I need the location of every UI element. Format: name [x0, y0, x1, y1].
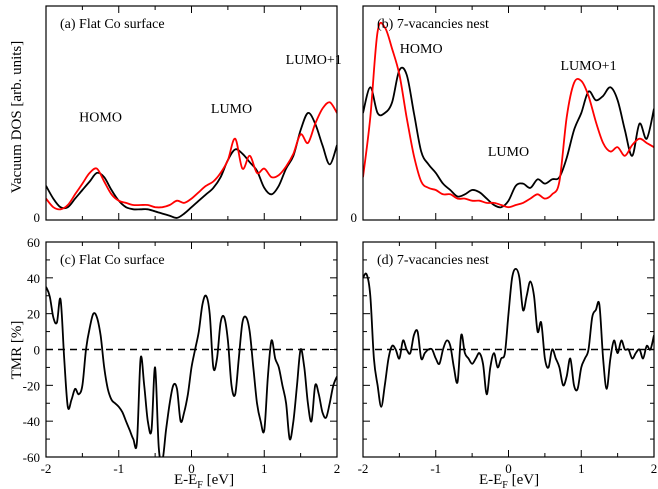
panel-c-flat-co-tmr: -2 -1 0 1 2 -60 -40 -20 0 20 40 60 (c) Flat Co surfa…: [23, 235, 341, 476]
x-axis-label-left: E-EF [eV]: [174, 472, 234, 489]
x-tick-label: 0: [505, 461, 512, 476]
series-line-a-2: [46, 101, 337, 211]
panel-title: (b) 7-vacancies nest: [377, 17, 489, 32]
x-tick-label: 2: [651, 461, 658, 476]
x-tick-label: 0: [188, 461, 195, 476]
x-tick-label: -1: [430, 461, 441, 476]
x-tick-label: -2: [41, 461, 52, 476]
y-tick-label: 60: [27, 235, 40, 250]
x-tick-label: 2: [334, 461, 341, 476]
y-tick-label: 20: [27, 307, 40, 322]
series-line-a-1: [46, 112, 337, 219]
series-line-b-1: [363, 66, 654, 209]
y-axis-label-tmr: TMR [%]: [9, 321, 25, 380]
orbital-annotation: LUMO+1: [560, 59, 616, 74]
x-tick-label: 1: [261, 461, 268, 476]
y-tick-label: -40: [23, 414, 40, 429]
orbital-annotation: HOMO: [400, 42, 443, 57]
panel-d-vacancies-tmr: -2 -1 0 1 2 (d) 7-vacancies nest: [358, 241, 658, 476]
orbital-annotation: HOMO: [79, 111, 122, 126]
panel-b-vacancies-dos: 0 (b) 7-vacancies nest HOMO LUMO LUMO+1: [351, 5, 655, 225]
series-line-c-1: [46, 286, 337, 457]
y-tick-label: -20: [23, 378, 40, 393]
y-tick-label: 40: [27, 271, 40, 286]
panel-a-flat-co-dos: 0 (a) Flat Co surface HOMO LUMO LUMO+1: [34, 5, 342, 225]
orbital-annotation: LUMO: [488, 145, 529, 160]
orbital-annotation: LUMO: [211, 102, 252, 117]
x-axis-label-right: E-EF [eV]: [479, 472, 539, 489]
panel-title: (a) Flat Co surface: [60, 17, 165, 32]
y-tick-label: -60: [23, 450, 40, 465]
y-tick-label: 0: [34, 343, 41, 358]
panel-title: (d) 7-vacancies nest: [377, 253, 489, 268]
series-line-b-2: [363, 21, 654, 209]
x-tick-label: -1: [113, 461, 124, 476]
y-axis-label-dos: Vacuum DOS [arb. units]: [9, 41, 25, 193]
y-tick-label-zero: 0: [351, 210, 358, 225]
x-tick-label: -2: [358, 461, 369, 476]
y-tick-label-zero: 0: [34, 210, 41, 225]
orbital-annotation: LUMO+1: [286, 53, 342, 68]
x-tick-label: 1: [578, 461, 585, 476]
panel-title: (c) Flat Co surface: [60, 253, 165, 268]
series-line-d-1: [363, 268, 654, 408]
